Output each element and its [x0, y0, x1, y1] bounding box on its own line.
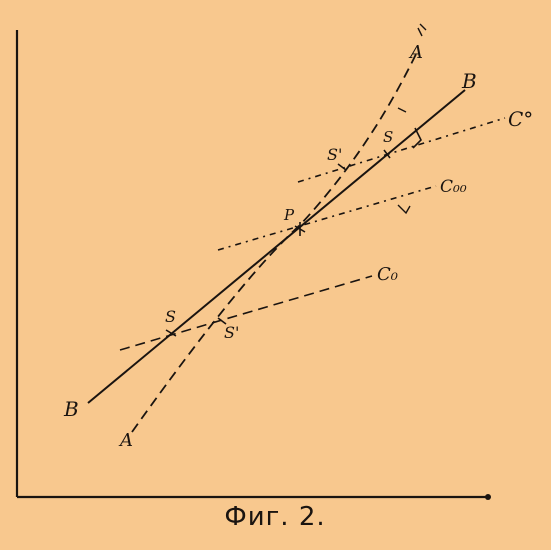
arrow-mark-upper [412, 127, 422, 149]
marker-s-prime-lower [217, 317, 227, 325]
line-c0 [119, 275, 373, 351]
x-axis-end-dot [485, 494, 491, 500]
label-s-upper: S [383, 128, 393, 146]
label-c0-lower: C₀ [377, 264, 398, 285]
line-c00 [217, 185, 437, 251]
arrow-top-a [417, 23, 427, 37]
arrow-mark-a [397, 107, 407, 113]
label-p: P [283, 206, 295, 224]
label-s-lower: S [165, 307, 176, 326]
arrow-mark-c00 [397, 204, 411, 215]
label-b-top: B [461, 69, 477, 93]
label-b-bottom: B [63, 397, 79, 421]
line-c-degree [297, 117, 506, 183]
label-c-degree: C° [508, 107, 533, 131]
line-a [131, 49, 419, 433]
label-c00: C₀₀ [440, 177, 467, 197]
label-a-top: A [408, 42, 423, 63]
figure-caption: Фиг. 2. [224, 502, 326, 532]
marker-s-upper [383, 149, 391, 159]
line-b [87, 89, 466, 404]
label-s-prime-lower: S' [224, 323, 239, 342]
marker-s-lower [165, 329, 177, 337]
marker-s-prime-upper [337, 163, 347, 171]
marker-p [294, 222, 306, 236]
label-s-prime-upper: S' [327, 145, 342, 164]
label-a-bottom: A [118, 430, 133, 451]
